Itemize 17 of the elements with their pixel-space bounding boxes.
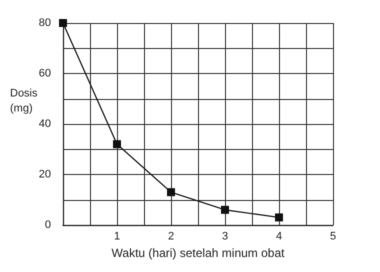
y-tick-label: 60 [38,68,51,80]
x-axis-title: Waktu (hari) setelah minum obat [112,246,286,260]
x-tick-label: 1 [114,230,120,242]
y-tick-label: 0 [44,219,51,231]
y-axis-title: Dosis (mg) [10,88,41,114]
x-tick-label: 5 [330,230,336,242]
x-tick-label: 4 [276,230,282,242]
y-tick-label: 20 [38,168,51,180]
x-tick-label: 2 [168,230,174,242]
point [221,206,229,214]
x-tick-label: 3 [222,230,228,242]
point [59,19,67,27]
point [113,140,121,148]
point [275,213,283,222]
y-tick-label: 80 [38,17,51,29]
y-tick-label: 40 [38,118,51,130]
point [167,188,175,196]
